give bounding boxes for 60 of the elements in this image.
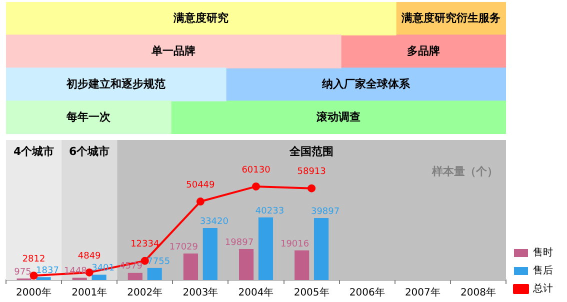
annotation: 多品牌 <box>407 44 440 58</box>
point <box>308 184 316 192</box>
x-tick-label: 2004年 <box>238 286 274 299</box>
data-label: 33420 <box>200 216 229 227</box>
bar <box>147 268 162 280</box>
data-label: 60130 <box>242 165 271 176</box>
y-axis-title: 样本量（个） <box>431 164 498 178</box>
bar <box>6 2 396 36</box>
annotation: 滚动调查 <box>316 110 360 124</box>
bar <box>92 274 106 280</box>
x-tick-label: 2005年 <box>294 286 330 299</box>
bar <box>6 100 172 134</box>
data-label: 19897 <box>224 238 254 248</box>
x-tick-label: 2008年 <box>460 286 496 299</box>
point <box>30 272 38 280</box>
bar <box>6 34 342 68</box>
x-tick-label: 2007年 <box>404 286 440 299</box>
data-label: 975 <box>14 267 32 278</box>
bar <box>226 68 506 102</box>
annotation: 满意度研究衍生服务 <box>400 11 500 24</box>
x-tick-label: 2006年 <box>349 286 385 299</box>
data-label: 1837 <box>36 266 59 276</box>
point <box>252 182 260 190</box>
band-label: 6个城市 <box>69 144 110 158</box>
bar <box>128 272 142 280</box>
bar <box>183 254 198 280</box>
legend-label: 售后 <box>533 264 553 277</box>
band-label: 全国范围 <box>288 144 334 158</box>
band-label: 4个城市 <box>13 144 54 158</box>
annotation: 每年一次 <box>66 110 112 124</box>
annotation: 单一品牌 <box>150 44 196 58</box>
data-label: 40233 <box>255 206 284 216</box>
data-label: 17029 <box>169 242 198 252</box>
data-label: 12334 <box>130 240 160 250</box>
x-tick-label: 2000年 <box>16 286 52 299</box>
data-label: 4849 <box>78 251 102 262</box>
x-tick-label: 2001年 <box>72 286 108 299</box>
data-label: 2812 <box>22 254 46 264</box>
data-label: 7755 <box>147 256 170 267</box>
x-tick-label: 2003年 <box>182 286 218 299</box>
annotation: 纳入厂家全球体系 <box>321 77 411 90</box>
legend-label: 总计 <box>532 282 553 295</box>
annotation: 满意度研究 <box>172 11 228 24</box>
data-label: 39897 <box>310 206 340 217</box>
data-label: 58913 <box>297 167 326 178</box>
bar <box>258 217 274 280</box>
legend-label: 售时 <box>533 246 553 259</box>
data-label: 4579 <box>120 262 143 272</box>
bar <box>202 228 218 280</box>
annotation: 初步建立和逐步规范 <box>66 77 166 90</box>
point <box>196 198 204 206</box>
bar <box>294 250 310 280</box>
data-label: 19016 <box>280 239 310 250</box>
x-tick-label: 2002年 <box>127 286 163 299</box>
data-label: 50449 <box>186 180 216 190</box>
bar <box>340 34 506 68</box>
bar <box>170 100 506 134</box>
bar <box>238 249 254 280</box>
bar <box>314 218 329 280</box>
bar <box>36 277 51 280</box>
